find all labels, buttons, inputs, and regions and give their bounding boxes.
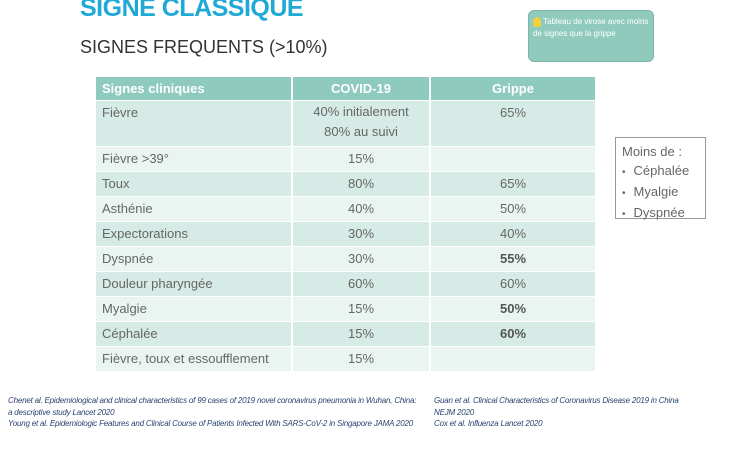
table-row: Myalgie 15% 50%	[96, 295, 595, 321]
table-row: Céphalée 15% 60%	[96, 320, 595, 346]
cell-sign: Dyspnée	[96, 245, 293, 271]
reference: Cox et al. Influenza Lancet 2020	[434, 419, 543, 428]
less-item: Dyspnée	[622, 203, 699, 224]
table-row: Toux 80% 65%	[96, 170, 595, 196]
less-title: Moins de :	[622, 144, 682, 159]
reference: Chenet al. Epidemiological and clinical …	[8, 396, 417, 405]
note-text: Tableau de virose avec moins de signes q…	[533, 17, 649, 38]
cell-covid: 15%	[292, 345, 431, 371]
cell-grippe: 65%	[430, 170, 595, 196]
cell-sign: Céphalée	[96, 320, 293, 346]
header-grippe: Grippe	[430, 77, 595, 100]
references-left: Chenet al. Epidemiological and clinical …	[8, 395, 416, 430]
table-row: Fièvre 40% initialement 80% au suivi 65%	[96, 99, 595, 146]
cell-covid: 40% initialement 80% au suivi	[292, 99, 431, 146]
cell-sign: Asthénie	[96, 195, 293, 221]
reference: Guan et al. Clinical Characteristics of …	[434, 396, 679, 405]
cell-sign: Fièvre >39°	[96, 145, 293, 171]
cell-covid: 60%	[292, 270, 431, 296]
cell-grippe: 60%	[430, 320, 595, 346]
references-right: Guan et al. Clinical Characteristics of …	[434, 395, 679, 430]
slide-subtitle: SIGNES FREQUENTS (>10%)	[80, 37, 328, 57]
cell-covid: 15%	[292, 145, 431, 171]
cell-covid: 30%	[292, 245, 431, 271]
cell-grippe: 55%	[430, 245, 595, 271]
cell-grippe: 65%	[430, 99, 595, 146]
cell-grippe: 50%	[430, 195, 595, 221]
reference: NEJM 2020	[434, 407, 474, 417]
cell-covid: 15%	[292, 295, 431, 321]
less-item: Myalgie	[622, 182, 699, 203]
slide-title: SIGNE CLASSIQUE	[80, 0, 304, 22]
cell-grippe	[430, 145, 595, 171]
cell-grippe	[430, 345, 595, 371]
table-row: Fièvre >39° 15%	[96, 145, 595, 171]
header-signs: Signes cliniques	[96, 77, 293, 100]
lightbulb-icon	[533, 16, 541, 27]
cell-covid: 40%	[292, 195, 431, 221]
cell-covid: 80%	[292, 170, 431, 196]
cell-sign: Toux	[96, 170, 293, 196]
cell-covid: 15%	[292, 320, 431, 346]
table-row: Fièvre, toux et essoufflement 15%	[96, 345, 595, 371]
less-symptoms-box: Moins de : Céphalée Myalgie Dyspnée	[615, 137, 706, 220]
header-covid: COVID-19	[292, 77, 431, 100]
table-row: Douleur pharyngée 60% 60%	[96, 270, 595, 296]
cell-covid: 30%	[292, 220, 431, 246]
cell-sign: Fièvre, toux et essoufflement	[96, 345, 293, 371]
cell-sign: Myalgie	[96, 295, 293, 321]
cell-sign: Douleur pharyngée	[96, 270, 293, 296]
cell-sign: Fièvre	[96, 99, 293, 146]
cell-sign: Expectorations	[96, 220, 293, 246]
table-row: Asthénie 40% 50%	[96, 195, 595, 221]
comment-note[interactable]: Tableau de virose avec moins de signes q…	[528, 10, 654, 62]
less-item: Céphalée	[622, 161, 699, 182]
symptoms-table: Signes cliniques COVID-19 Grippe Fièvre 4…	[96, 77, 595, 371]
reference: Young et al. Epidemiologic Features and …	[8, 419, 414, 428]
cell-grippe: 60%	[430, 270, 595, 296]
table-row: Expectorations 30% 40%	[96, 220, 595, 246]
table-row: Dyspnée 30% 55%	[96, 245, 595, 271]
cell-grippe: 50%	[430, 295, 595, 321]
reference: a descriptive study Lancet 2020	[8, 407, 115, 417]
cell-grippe: 40%	[430, 220, 595, 246]
